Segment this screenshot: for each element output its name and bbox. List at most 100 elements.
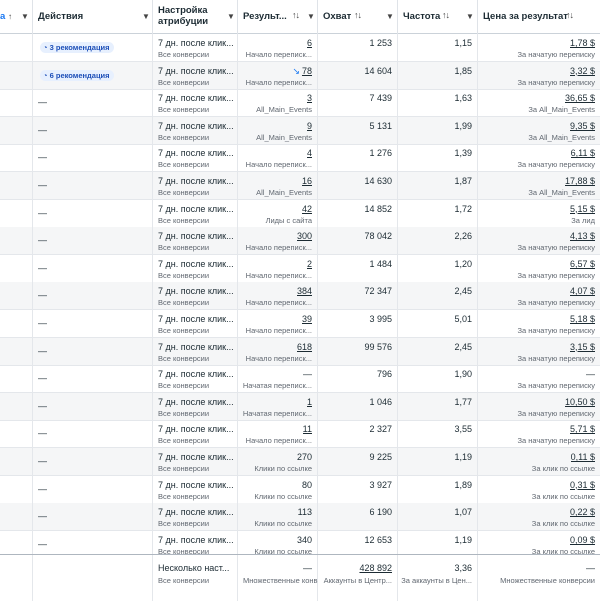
table-row[interactable]: — 7 дн. после клик... Все конверсии 384 Нача… [0, 282, 600, 311]
cost-per-result-sub: За начатую переписку [517, 298, 595, 308]
cost-per-result-value[interactable]: 5,18 $ [569, 314, 595, 324]
cost-per-result-value[interactable]: 10,50 $ [564, 396, 595, 407]
cell-name[interactable] [0, 227, 33, 256]
chevron-down-icon[interactable]: ▼ [21, 12, 29, 21]
cell-name[interactable] [0, 475, 33, 504]
table-row[interactable]: —7 дн. после клик... Все конверсии 42 Лиды … [0, 199, 600, 228]
table-row[interactable]: — 7 дн. после клик... Все конверсии — Начата… [0, 365, 600, 394]
table-row[interactable]: — 7 дн. после клик... Все конверсии 3 All_Ma… [0, 89, 600, 118]
cell-name[interactable] [0, 199, 33, 228]
cell-name[interactable] [0, 254, 33, 283]
results-value[interactable]: 6 [306, 38, 312, 48]
column-header-results[interactable]: Результ... ↑↓ ▼ [238, 0, 318, 34]
cost-per-result-value[interactable]: 0,11 $ [570, 452, 595, 462]
table-row[interactable]: — 7 дн. после клик... Все конверсии 300 Нача… [0, 227, 600, 256]
cost-per-result-value[interactable]: 3,32 $ [569, 65, 595, 76]
column-header-attribution[interactable]: Настройка атрибуции ▼ [153, 0, 238, 34]
results-value[interactable]: 16 [301, 176, 312, 186]
results-value[interactable]: 39 [301, 314, 312, 324]
recommendation-badge[interactable]: ◔ 6 рекомендация [40, 69, 114, 81]
results-value[interactable]: 1 [306, 396, 312, 407]
cost-per-result-value[interactable]: 36,65 $ [564, 93, 595, 104]
cost-per-result-value[interactable]: 6,57 $ [569, 258, 595, 269]
reach-value: 1 276 [369, 148, 392, 159]
cost-per-result-value[interactable]: 1,78 $ [569, 38, 595, 48]
cost-per-result-value[interactable]: 0,22 $ [569, 507, 595, 518]
results-sub: Начало переписк... [245, 77, 312, 87]
cell-name[interactable] [0, 61, 33, 90]
results-value[interactable]: 2 [306, 258, 312, 269]
table-row[interactable]: —7 дн. после клик... Все конверсии 80 Клики… [0, 475, 600, 504]
table-row[interactable]: —7 дн. после клик... Все конверсии 618 Нача… [0, 337, 600, 366]
table-row[interactable]: — 7 дн. после клик... Все конверсии 16 All_M… [0, 172, 600, 200]
table-row[interactable]: — 7 дн. после клик... Все конверсии 11 Начал… [0, 420, 600, 449]
cost-per-result-value[interactable]: 5,71 $ [569, 424, 595, 435]
cost-per-result-value[interactable]: 0,31 $ [569, 479, 595, 490]
table-row[interactable]: — 7 дн. после клик... Все конверсии 113 Клик… [0, 503, 600, 532]
cell-name[interactable] [0, 172, 33, 200]
cost-per-result-value[interactable]: 5,15 $ [569, 203, 595, 214]
actions-empty: — [38, 318, 47, 328]
cost-per-result-value[interactable]: 6,11 $ [570, 148, 595, 159]
cost-per-result-value[interactable]: 17,88 $ [564, 176, 595, 186]
table-row[interactable]: — 7 дн. после клик... Все конверсии 39 Начал… [0, 310, 600, 338]
chevron-down-icon[interactable]: ▼ [307, 12, 315, 21]
chevron-down-icon[interactable]: ▼ [227, 12, 235, 21]
results-value[interactable]: 4 [306, 148, 312, 159]
cell-name[interactable] [0, 310, 33, 338]
summary-reach[interactable]: 428 892 [359, 563, 392, 573]
cell-name[interactable] [0, 116, 33, 145]
table-row[interactable]: ◔ 3 рекомендация 7 дн. после клик... Все к… [0, 34, 600, 62]
results-value[interactable]: 9 [306, 120, 312, 131]
cell-name[interactable] [0, 337, 33, 366]
column-header-reach[interactable]: Охват ↑↓ ▼ [318, 0, 398, 34]
cell-reach: 7 439 [318, 89, 398, 118]
results-value[interactable]: 618 [296, 341, 312, 352]
results-value[interactable]: 11 [302, 424, 312, 435]
cost-per-result-value[interactable]: 3,15 $ [569, 341, 595, 352]
table-row[interactable]: —7 дн. после клик... Все конверсии 1 Начата… [0, 392, 600, 421]
column-header-actions[interactable]: Действия ▼ [33, 0, 153, 34]
table-row[interactable]: —7 дн. после клик... Все конверсии 9 All_Ma… [0, 116, 600, 145]
cell-attribution: 7 дн. после клик... Все конверсии [153, 116, 238, 145]
sort-icon[interactable]: ↑↓ [442, 10, 450, 20]
cell-frequency: 1,63 [398, 89, 478, 118]
cell-name[interactable] [0, 89, 33, 118]
cell-name[interactable] [0, 530, 33, 559]
sort-asc-icon[interactable]: ↑ [8, 12, 12, 21]
recommendation-badge[interactable]: ◔ 3 рекомендация [40, 42, 114, 53]
chevron-down-icon[interactable]: ▼ [466, 12, 474, 21]
sort-icon[interactable]: ↑↓ [292, 10, 300, 20]
results-value[interactable]: 3 [306, 93, 312, 104]
cost-per-result-value[interactable]: 4,13 $ [569, 231, 595, 242]
table-row[interactable]: ◔ 6 рекомендация 7 дн. после клик... Все к… [0, 61, 600, 90]
cell-name[interactable] [0, 420, 33, 449]
table-row[interactable]: —7 дн. после клик... Все конверсии 2 Начало… [0, 254, 600, 283]
sort-icon[interactable]: ↑↓ [566, 10, 574, 20]
chevron-down-icon[interactable]: ▼ [142, 12, 150, 21]
cell-name[interactable] [0, 144, 33, 173]
cell-name[interactable] [0, 34, 33, 62]
cell-name[interactable] [0, 448, 33, 476]
column-header-name[interactable]: а ↑ ▼ [0, 0, 33, 34]
chevron-down-icon[interactable]: ▼ [386, 12, 394, 21]
cell-name[interactable] [0, 365, 33, 394]
cost-per-result-value[interactable]: 9,35 $ [569, 120, 595, 131]
results-value[interactable]: 384 [296, 286, 312, 297]
cost-per-result-value[interactable]: 0,09 $ [569, 534, 595, 545]
table-row[interactable]: — 7 дн. после клик... Все конверсии 4 Начало… [0, 144, 600, 173]
cost-per-result-value[interactable]: 4,07 $ [569, 286, 595, 297]
results-value[interactable]: 300 [296, 231, 312, 242]
column-header-cost-per-result[interactable]: Цена за результат ↑↓ [478, 0, 600, 34]
table-row[interactable]: — 7 дн. после клик... Все конверсии 270 Клик… [0, 448, 600, 476]
cell-frequency: 1,89 [398, 475, 478, 504]
cell-name[interactable] [0, 392, 33, 421]
results-value[interactable]: 42 [301, 203, 312, 214]
frequency-value: 1,90 [454, 369, 472, 380]
cell-name[interactable] [0, 503, 33, 532]
results-value[interactable]: 78 [301, 65, 312, 76]
column-header-frequency[interactable]: Частота ↑↓ ▼ [398, 0, 478, 34]
sort-icon[interactable]: ↑↓ [354, 10, 362, 20]
summary-attribution: Несколько наст... [158, 563, 230, 573]
cell-name[interactable] [0, 282, 33, 311]
